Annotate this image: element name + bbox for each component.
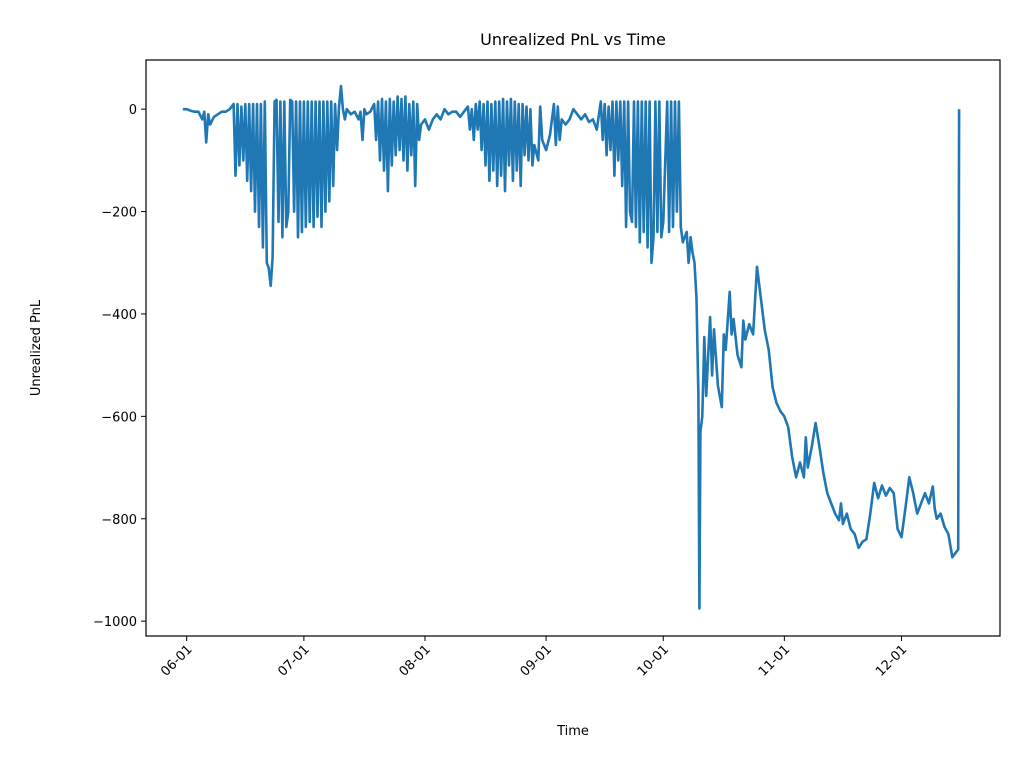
y-tick-label: 0 (129, 103, 137, 118)
x-axis-label: Time (556, 724, 589, 739)
plot-area (182, 84, 961, 610)
y-tick-label: −1000 (93, 615, 137, 630)
y-tick-label: −600 (101, 410, 137, 425)
y-axis-label: Unrealized PnL (29, 299, 44, 396)
y-tick-label: −400 (101, 308, 137, 323)
y-tick-label: −800 (101, 513, 137, 528)
axes-frame (145, 59, 1001, 637)
chart-title: Unrealized PnL vs Time (480, 30, 666, 49)
series-line-0 (182, 84, 961, 610)
y-axis: 0 −200 −400 −600 −800 −1000 (93, 103, 146, 630)
y-tick-label: −200 (101, 206, 137, 221)
